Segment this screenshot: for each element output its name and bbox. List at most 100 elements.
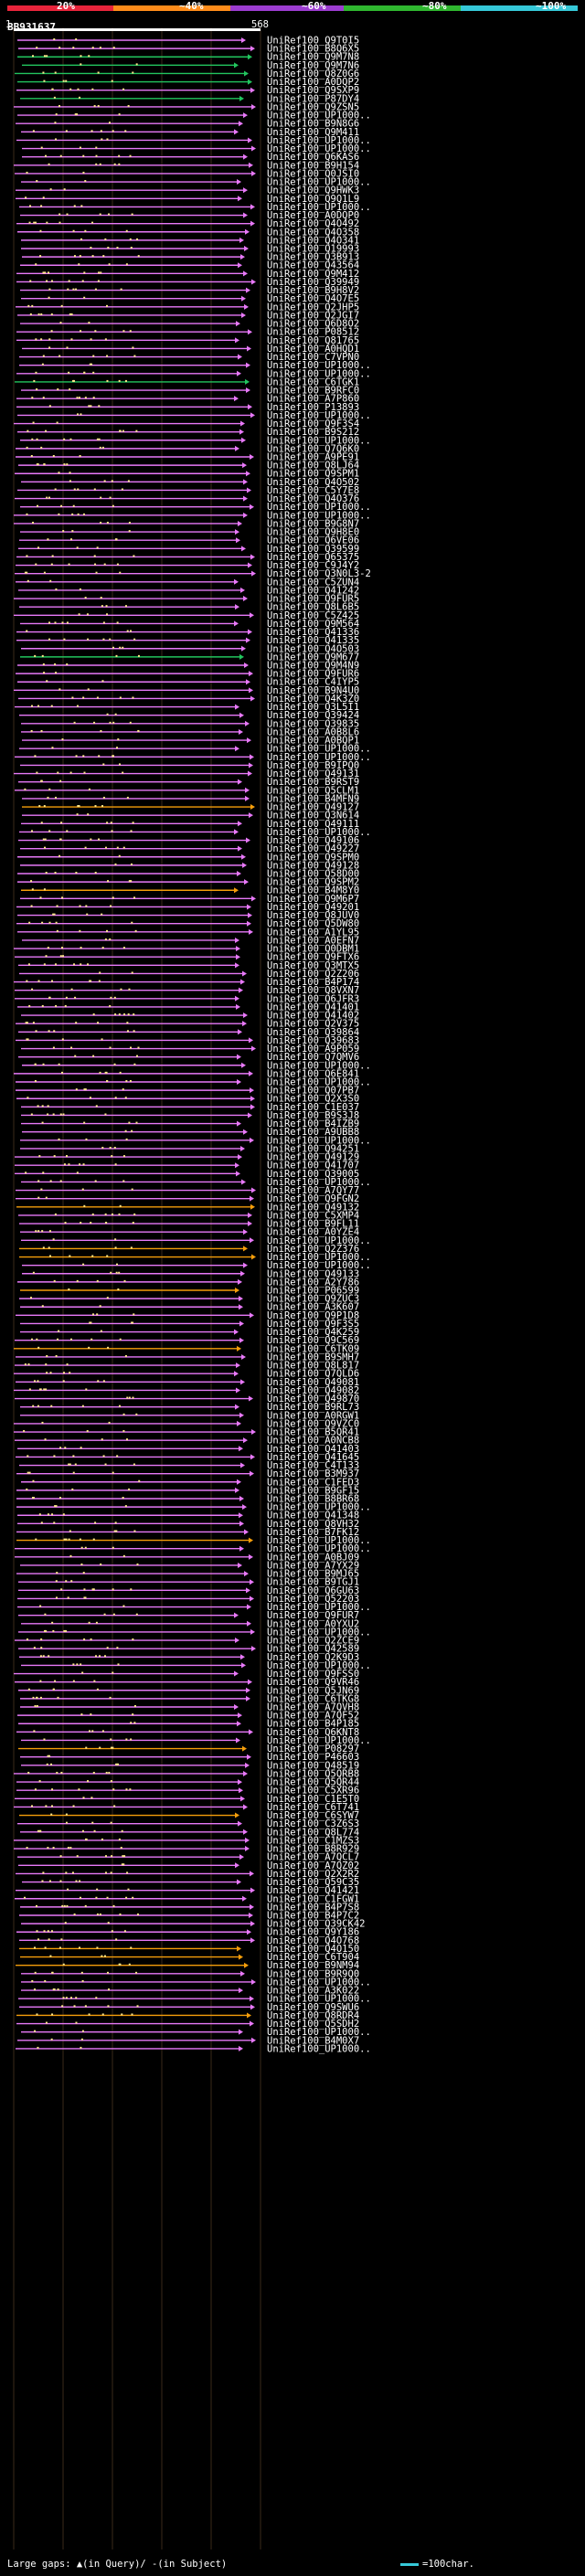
gap-marker <box>107 2005 110 2008</box>
hit-label: UniRef100_Q7QLD6 <box>267 1369 359 1380</box>
hit-label: UniRef100_B9TGJ1 <box>267 1577 359 1588</box>
gap-marker <box>106 1297 109 1299</box>
gap-marker <box>83 1121 86 1124</box>
hit-label: UniRef100_UP1000.. <box>267 827 371 838</box>
gap-marker <box>40 1521 43 1524</box>
gap-marker <box>26 1638 28 1641</box>
gap-marker <box>122 88 125 90</box>
hit-arrow <box>250 695 255 702</box>
gap-marker <box>125 1138 128 1140</box>
gap-marker <box>37 1105 39 1108</box>
gap-marker <box>132 71 134 74</box>
hit-label: UniRef100_Q9ZUC3 <box>267 1294 359 1305</box>
gap-marker <box>55 588 58 590</box>
gap-marker <box>94 1655 97 1658</box>
gap-marker <box>38 1829 41 1832</box>
hit-arrow <box>246 679 250 685</box>
gap-marker <box>100 729 102 732</box>
hit-label: UniRef100_Q0DBM1 <box>267 944 359 955</box>
hit-label: UniRef100_Q41348 <box>267 1511 359 1521</box>
gap-marker <box>126 796 129 799</box>
hit-arrow <box>240 587 245 593</box>
hit-arrow <box>244 1962 249 1968</box>
hit-label: UniRef100_Q49132 <box>267 1202 359 1213</box>
gap-marker <box>106 1255 109 1257</box>
gap-marker <box>79 588 81 590</box>
hit-arrow <box>250 504 254 510</box>
hit-arrow <box>238 520 242 526</box>
gap-marker <box>49 188 52 191</box>
gap-marker <box>130 1046 133 1049</box>
gap-marker <box>129 630 132 632</box>
gap-marker <box>50 2038 53 2041</box>
hit-label: UniRef100_Q9F3S4 <box>267 419 359 429</box>
hit-label: UniRef100_Q94251 <box>267 1143 359 1154</box>
gap-marker <box>112 755 114 758</box>
hit-arrow <box>239 121 243 127</box>
hit-arrow <box>242 1504 247 1511</box>
gap-marker <box>39 1605 42 1607</box>
legend-label-40: ~40% <box>179 0 204 12</box>
gap-marker <box>122 1554 125 1557</box>
gap-marker <box>77 513 80 515</box>
gap-marker <box>112 130 114 133</box>
gap-marker <box>101 1730 104 1733</box>
gap-marker <box>87 638 90 641</box>
gap-marker <box>77 413 80 416</box>
gap-marker <box>128 988 131 991</box>
hit-label: UniRef100_Q49131 <box>267 769 359 779</box>
gap-marker <box>101 446 104 449</box>
gap-marker <box>112 1746 114 1749</box>
hit-label: UniRef100_Q9M411 <box>267 127 359 138</box>
hit-label: UniRef100_A0YZE4 <box>267 1227 359 1238</box>
gap-marker <box>112 721 115 724</box>
gap-marker <box>101 605 103 608</box>
hit-label: UniRef100_P08512 <box>267 327 359 338</box>
gap-marker <box>67 288 69 291</box>
gap-marker <box>37 1230 40 1233</box>
gap-marker <box>32 130 35 133</box>
gap-marker <box>57 1696 59 1699</box>
gap-marker <box>58 355 61 357</box>
gap-marker <box>61 1038 64 1041</box>
gap-marker <box>44 838 47 841</box>
gap-marker <box>136 2005 139 2008</box>
gap-marker <box>136 1913 139 1915</box>
gap-marker <box>33 1647 36 1649</box>
gap-marker <box>24 1363 27 1366</box>
gap-marker <box>94 288 97 291</box>
gap-marker <box>129 721 132 724</box>
gap-marker <box>49 579 52 582</box>
gap-marker <box>83 271 86 274</box>
gap-marker <box>104 238 107 240</box>
hit-arrow <box>248 54 252 60</box>
gap-marker <box>47 538 49 541</box>
gap-marker <box>97 1022 100 1024</box>
gap-marker <box>92 1055 95 1057</box>
hit-label: UniRef100_Q39005 <box>267 1169 359 1180</box>
hit-label: UniRef100_B9S212 <box>267 427 359 438</box>
gap-marker <box>43 805 46 808</box>
gap-marker <box>69 480 71 482</box>
hit-label: UniRef100_C5ZUN4 <box>267 577 359 588</box>
hit-label: UniRef100_Q19993 <box>267 244 359 255</box>
gap-marker <box>98 838 101 841</box>
gap-marker <box>126 1030 129 1033</box>
gap-marker <box>37 504 39 507</box>
gap-marker <box>92 1588 95 1591</box>
gap-marker <box>74 113 77 116</box>
hit-arrow <box>247 1754 251 1760</box>
gap-marker <box>46 55 48 58</box>
gap-marker <box>69 1847 72 1850</box>
hit-arrow <box>243 495 248 502</box>
gap-marker <box>66 1363 69 1366</box>
gap-marker <box>48 1880 51 1882</box>
gap-marker <box>118 1838 121 1840</box>
gap-marker <box>132 1896 134 1899</box>
gap-marker <box>112 1546 114 1549</box>
gap-marker <box>106 929 109 932</box>
hit-label: UniRef100_B4P174 <box>267 977 359 988</box>
gap-marker <box>119 696 122 699</box>
gap-marker <box>106 521 109 524</box>
gap-marker <box>135 1971 138 1974</box>
